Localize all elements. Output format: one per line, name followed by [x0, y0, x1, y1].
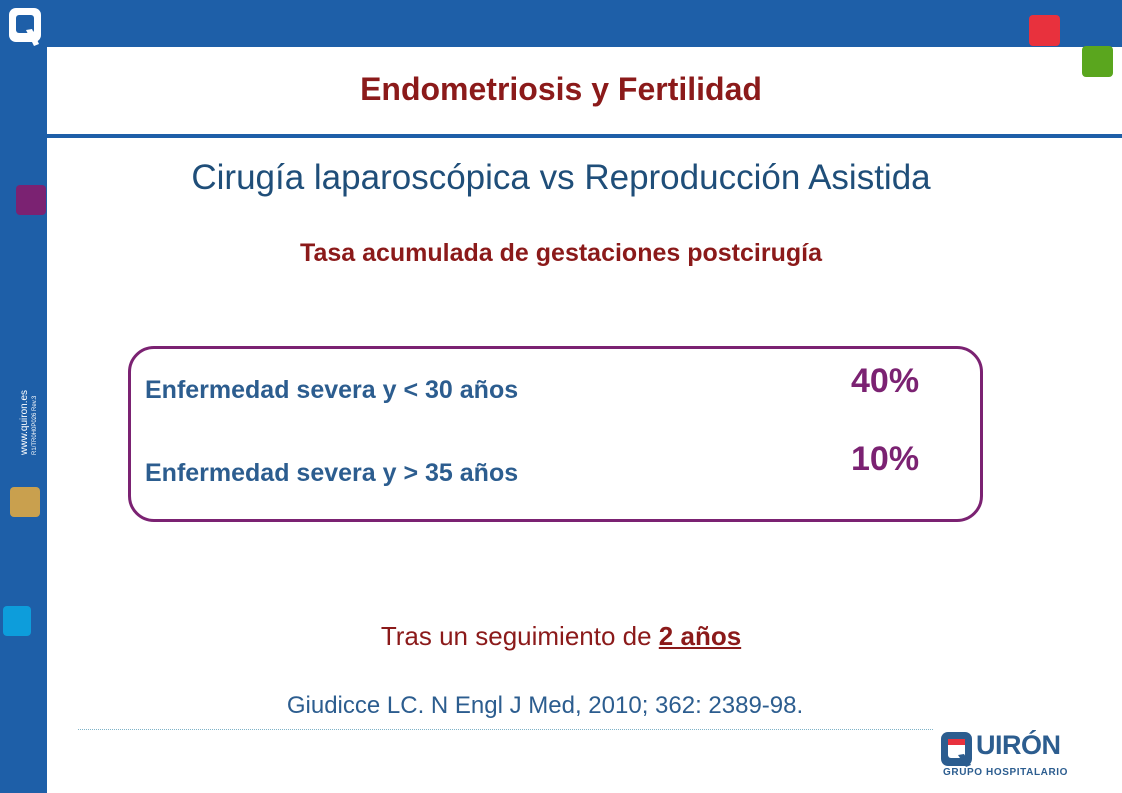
followup-prefix: Tras un seguimiento de — [380, 621, 659, 651]
result-value-under-30: 40% — [851, 362, 920, 400]
title-divider — [47, 134, 1122, 138]
red-square-decoration — [1029, 15, 1060, 46]
left-frame-bar — [0, 0, 47, 793]
quiron-q-logo-icon — [9, 8, 41, 46]
footer-divider — [78, 729, 933, 730]
followup-note: Tras un seguimiento de 2 años — [0, 621, 1122, 652]
quiron-brand-q-icon — [941, 732, 972, 767]
top-frame-bar — [0, 0, 1122, 47]
results-box — [128, 346, 983, 522]
result-value-over-35: 10% — [851, 440, 920, 478]
brand-name: UIRÓN — [976, 730, 1061, 760]
content-area — [47, 47, 1122, 793]
slide-subtitle: Cirugía laparoscópica vs Reproducción As… — [191, 158, 931, 197]
sidebar-vertical-text: www.quiron.es R1/TR0H0P026 Rev.3 — [19, 390, 39, 455]
brand-subtitle: GRUPO HOSPITALARIO — [943, 767, 1069, 778]
followup-duration: 2 años — [658, 621, 742, 651]
green-square-decoration — [1082, 46, 1113, 77]
result-label-over-35: Enfermedad severa y > 35 años — [145, 459, 519, 487]
page-title: Endometriosis y Fertilidad — [360, 71, 762, 107]
citation: Giudicce LC. N Engl J Med, 2010; 362: 23… — [286, 692, 804, 719]
sidebar-website: www.quiron.es — [19, 389, 30, 455]
result-label-under-30: Enfermedad severa y < 30 años — [145, 376, 519, 404]
section-heading: Tasa acumulada de gestaciones postcirugí… — [300, 239, 822, 267]
gold-square-decoration — [10, 487, 40, 517]
cyan-square-decoration — [3, 606, 31, 636]
purple-square-decoration — [16, 185, 46, 215]
sidebar-document-code: R1/TR0H0P026 Rev.3 — [32, 395, 38, 455]
